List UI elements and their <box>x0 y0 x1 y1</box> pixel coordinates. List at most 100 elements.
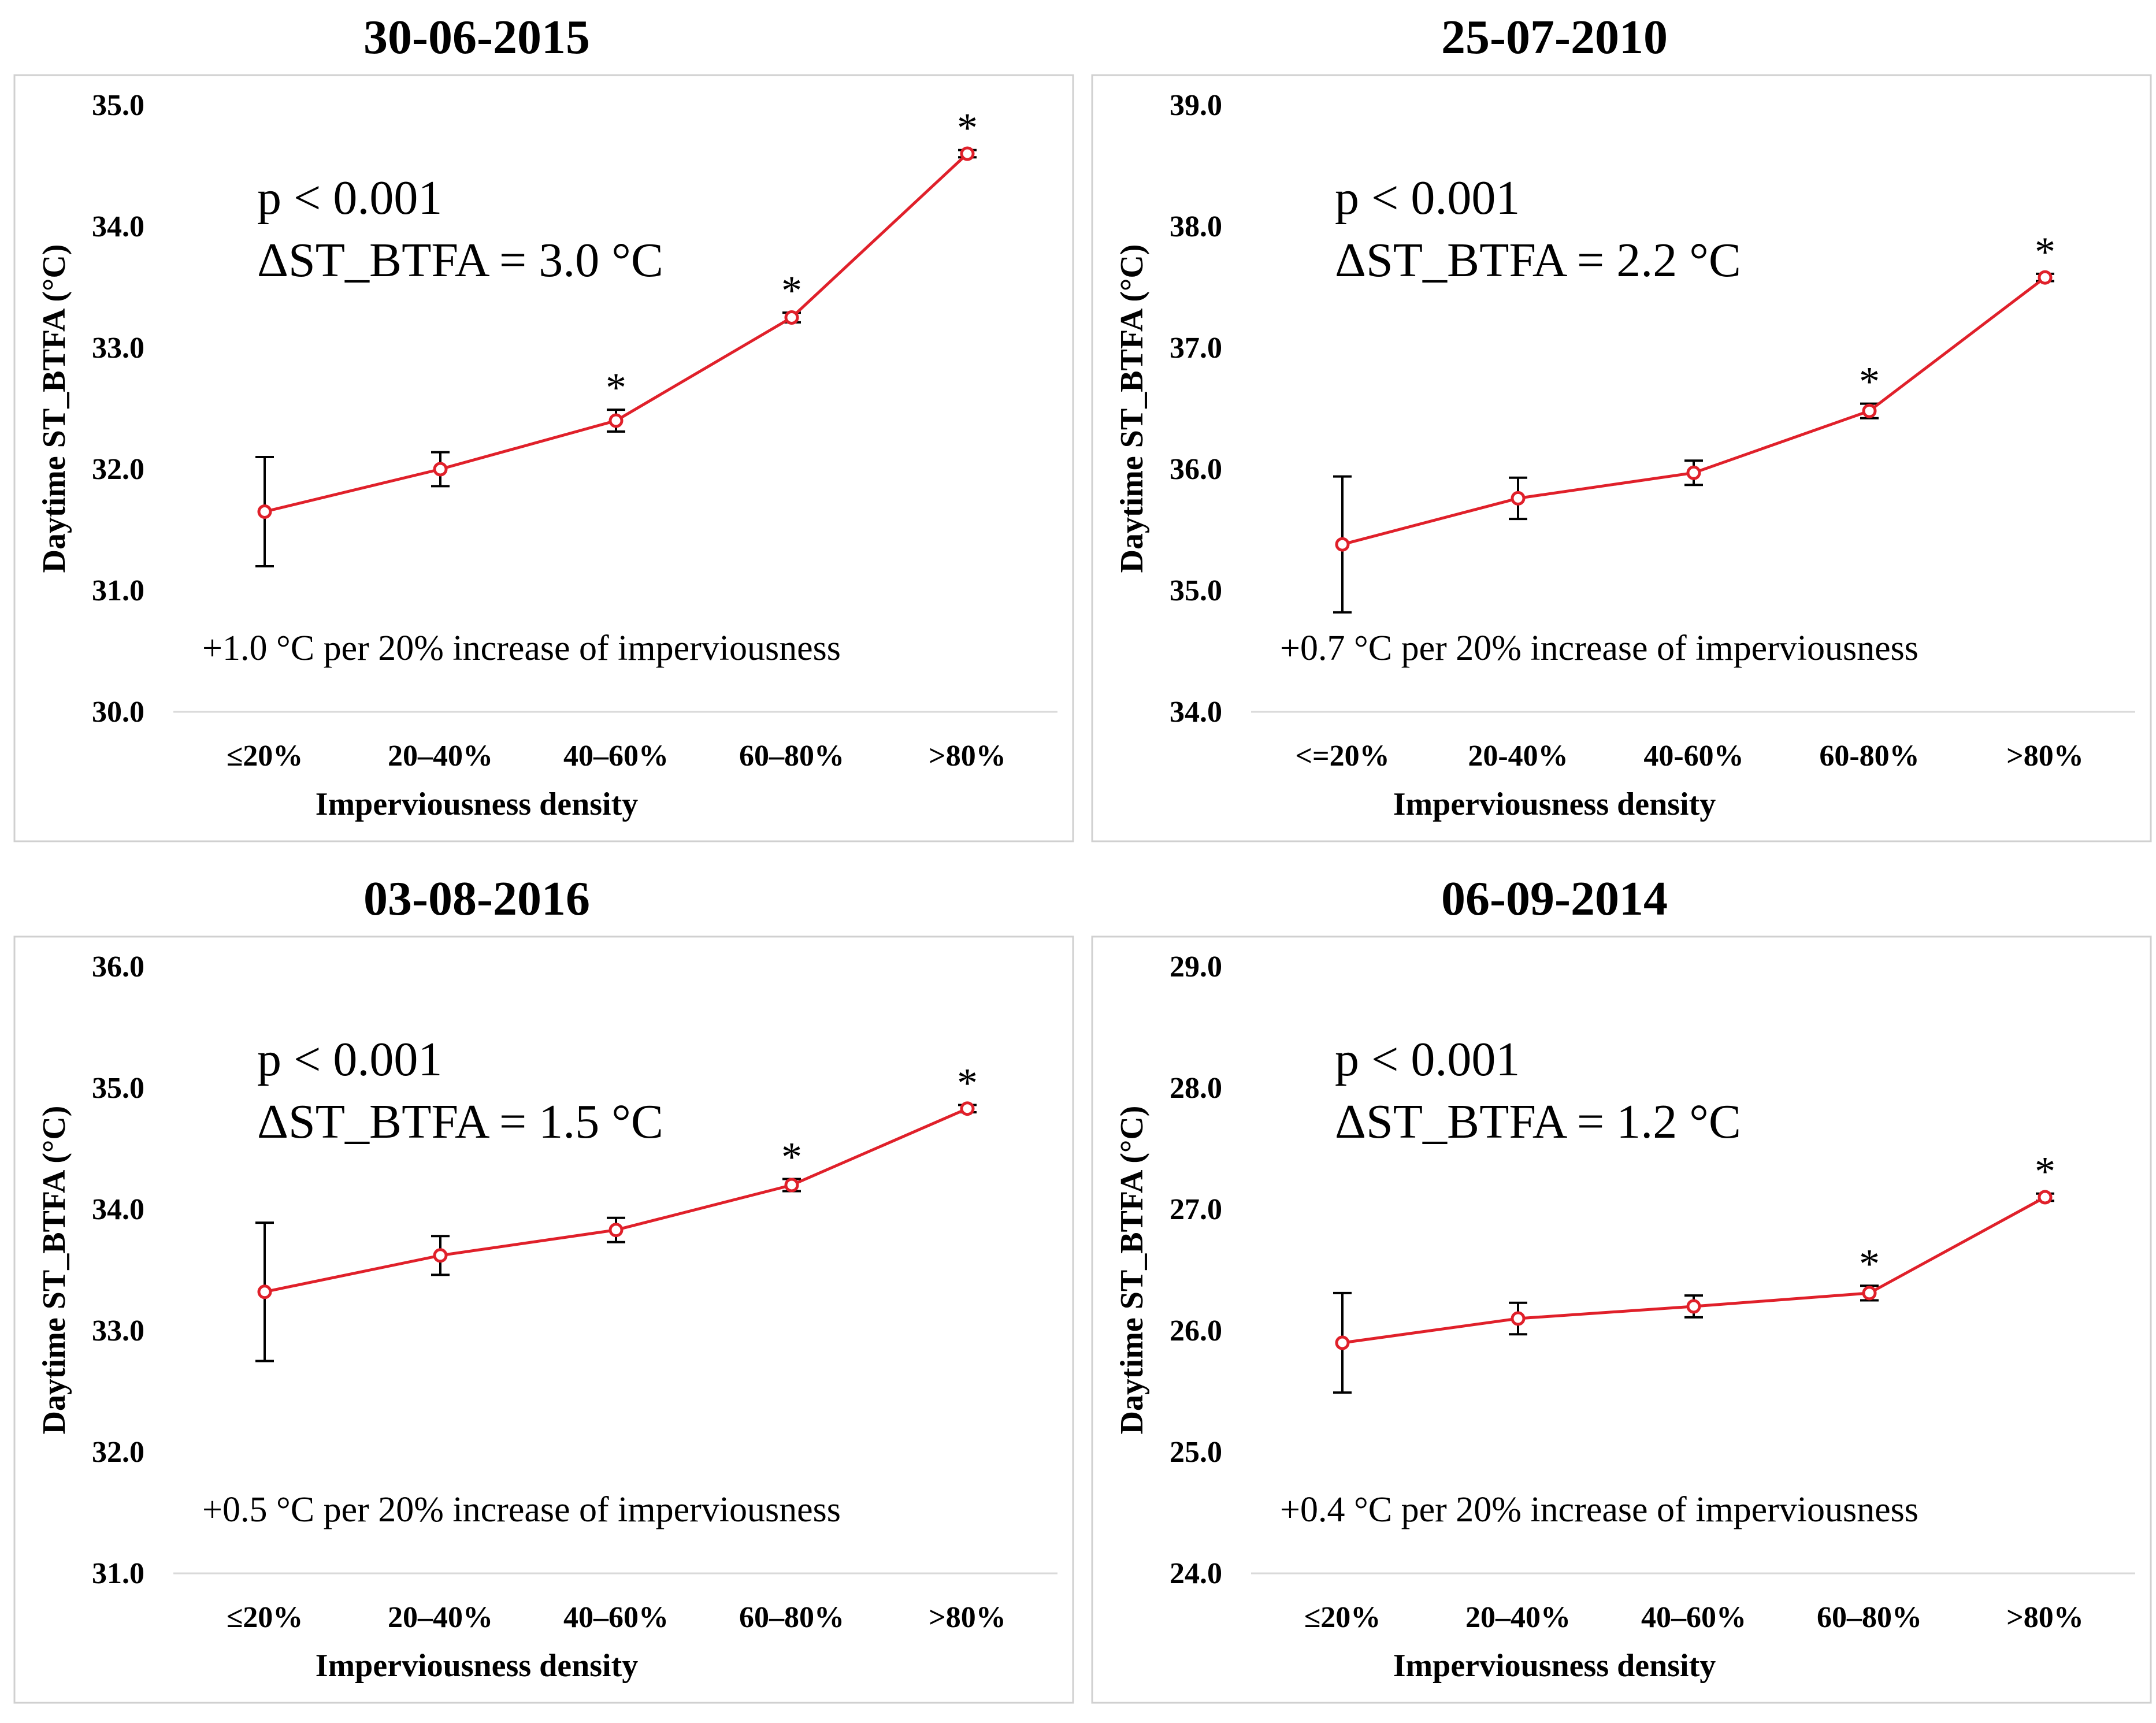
x-axis-title: Imperviousness density <box>316 1648 639 1684</box>
data-point <box>1686 1299 1701 1314</box>
data-point <box>784 1178 799 1193</box>
x-tick-label: 60-80% <box>1819 740 1919 773</box>
data-point <box>1335 1335 1350 1350</box>
rate-annotation: +1.0 °C per 20% increase of imperviousne… <box>202 629 841 668</box>
significance-star: * <box>781 268 802 314</box>
p-value-annotation: p < 0.001 <box>1335 1033 1520 1086</box>
data-point <box>433 462 448 477</box>
y-tick-label: 34.0 <box>92 210 144 243</box>
y-tick-label: 26.0 <box>1170 1314 1222 1347</box>
chart-title: 06-09-2014 <box>1441 872 1668 926</box>
y-tick-label: 29.0 <box>1170 950 1222 983</box>
chart-25-07-2010: 25-07-2010 34.0 35.0 36.0 37.0 38.0 39.0 <=20% 2… <box>1091 10 2152 842</box>
series-line <box>1342 1195 2046 1345</box>
x-tick-label: 40–60% <box>563 740 669 773</box>
y-axis-title: Daytime ST_BTFA (°C) <box>36 244 72 573</box>
rate-annotation: +0.4 °C per 20% increase of imperviousne… <box>1280 1490 1918 1529</box>
y-tick-label: 25.0 <box>1170 1436 1222 1469</box>
x-tick-label: ≤20% <box>227 740 303 773</box>
y-tick-label: 34.0 <box>1170 696 1222 729</box>
delta-annotation: ΔST_BTFA = 2.2 °C <box>1335 233 1741 287</box>
delta-annotation: ΔST_BTFA = 1.5 °C <box>257 1095 663 1149</box>
x-tick-label: 20–40% <box>388 740 493 773</box>
data-point <box>1862 403 1877 418</box>
y-axis-title: Daytime ST_BTFA (°C) <box>1114 244 1150 573</box>
chart-frame <box>1091 74 2152 842</box>
panel-25-07-2010: 25-07-2010 34.0 35.0 36.0 37.0 38.0 39.0 <=20% 2… <box>1078 0 2155 862</box>
p-value-annotation: p < 0.001 <box>257 1033 442 1086</box>
x-tick-label: >80% <box>929 740 1006 773</box>
y-tick-label: 33.0 <box>92 1314 144 1347</box>
data-point <box>960 146 975 161</box>
y-tick-label: 35.0 <box>92 89 144 122</box>
x-tick-label: 60–80% <box>739 740 844 773</box>
y-tick-label: 31.0 <box>92 1557 144 1590</box>
data-point <box>2038 270 2053 285</box>
chart-06-09-2014: 06-09-2014 24.0 25.0 26.0 27.0 28.0 29.0 ≤20% 20… <box>1091 872 2152 1704</box>
data-point <box>257 1284 272 1299</box>
x-tick-label: 60–80% <box>1817 1601 1922 1634</box>
x-tick-label: ≤20% <box>227 1601 303 1634</box>
p-value-annotation: p < 0.001 <box>1335 171 1520 225</box>
y-tick-label: 32.0 <box>92 453 144 486</box>
y-tick-label: 33.0 <box>92 332 144 365</box>
y-tick-label: 34.0 <box>92 1193 144 1226</box>
x-tick-label: >80% <box>2006 1601 2084 1634</box>
x-tick-label: 20–40% <box>1465 1601 1571 1634</box>
y-tick-label: 35.0 <box>1170 574 1222 607</box>
data-point <box>960 1101 975 1116</box>
x-tick-label: <=20% <box>1295 740 1389 773</box>
chart-30-06-2015: 30-06-2015 30.0 31.0 32.0 33.0 34.0 35.0 ≤20% 20… <box>13 10 1074 842</box>
p-value-annotation: p < 0.001 <box>257 171 442 225</box>
y-axis-title: Daytime ST_BTFA (°C) <box>36 1106 72 1435</box>
x-axis-title: Imperviousness density <box>316 786 639 822</box>
significance-star: * <box>957 1060 978 1106</box>
y-axis-title: Daytime ST_BTFA (°C) <box>1114 1106 1150 1435</box>
y-tick-label: 36.0 <box>92 950 144 983</box>
data-point <box>1335 537 1350 552</box>
significance-star: * <box>606 365 626 411</box>
x-tick-label: 20–40% <box>388 1601 493 1634</box>
panel-03-08-2016: 03-08-2016 31.0 32.0 33.0 34.0 35.0 36.0 ≤20% 20… <box>0 862 1078 1723</box>
significance-star: * <box>2035 229 2055 275</box>
y-tick-label: 32.0 <box>92 1436 144 1469</box>
data-point <box>1686 465 1701 480</box>
chart-title: 30-06-2015 <box>363 10 590 64</box>
x-tick-label: 40–60% <box>1641 1601 1746 1634</box>
x-tick-label: 20-40% <box>1468 740 1568 773</box>
significance-star: * <box>957 105 978 151</box>
data-point <box>257 504 272 519</box>
data-point <box>784 310 799 325</box>
y-tick-label: 31.0 <box>92 574 144 607</box>
data-point <box>433 1248 448 1263</box>
x-tick-label: >80% <box>929 1601 1006 1634</box>
series-line <box>1342 276 2046 546</box>
rate-annotation: +0.7 °C per 20% increase of imperviousne… <box>1280 629 1918 668</box>
y-tick-label: 35.0 <box>92 1072 144 1105</box>
data-point <box>2038 1190 2053 1205</box>
significance-star: * <box>2035 1149 2055 1195</box>
y-tick-label: 30.0 <box>92 696 144 729</box>
x-tick-label: 60–80% <box>739 1601 844 1634</box>
significance-star: * <box>781 1134 802 1180</box>
y-tick-label: 28.0 <box>1170 1072 1222 1105</box>
x-axis-title: Imperviousness density <box>1393 786 1716 822</box>
chart-03-08-2016: 03-08-2016 31.0 32.0 33.0 34.0 35.0 36.0 ≤20% 20… <box>13 872 1074 1704</box>
chart-title: 03-08-2016 <box>363 872 590 926</box>
significance-star: * <box>1859 1241 1880 1287</box>
panel-30-06-2015: 30-06-2015 30.0 31.0 32.0 33.0 34.0 35.0 ≤20% 20… <box>0 0 1078 862</box>
y-tick-label: 38.0 <box>1170 210 1222 243</box>
delta-annotation: ΔST_BTFA = 3.0 °C <box>257 233 663 287</box>
rate-annotation: +0.5 °C per 20% increase of imperviousne… <box>202 1490 841 1529</box>
data-point <box>1511 1311 1526 1326</box>
x-axis-title: Imperviousness density <box>1393 1648 1716 1684</box>
y-tick-label: 27.0 <box>1170 1193 1222 1226</box>
y-tick-label: 39.0 <box>1170 89 1222 122</box>
data-point <box>608 1223 624 1238</box>
data-point <box>1862 1286 1877 1301</box>
panel-06-09-2014: 06-09-2014 24.0 25.0 26.0 27.0 28.0 29.0 ≤20% 20… <box>1078 862 2155 1723</box>
chart-frame <box>13 935 1074 1704</box>
chart-title: 25-07-2010 <box>1441 10 1668 64</box>
significance-star: * <box>1859 359 1880 405</box>
x-tick-label: >80% <box>2006 740 2084 773</box>
